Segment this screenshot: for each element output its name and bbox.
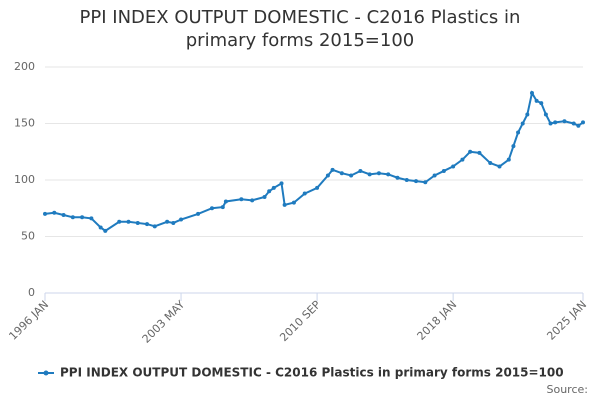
point	[52, 210, 57, 215]
point	[376, 171, 381, 176]
point	[571, 121, 576, 126]
point	[358, 168, 363, 173]
chart-title: PPI INDEX OUTPUT DOMESTIC - C2016 Plasti…	[80, 7, 521, 51]
point	[70, 215, 75, 220]
point	[525, 112, 530, 117]
point	[441, 168, 446, 173]
point	[223, 199, 228, 204]
point	[423, 180, 428, 185]
point	[165, 219, 170, 224]
point	[135, 220, 140, 225]
point	[576, 123, 581, 128]
point	[395, 175, 400, 180]
point	[239, 197, 244, 202]
point	[302, 191, 307, 196]
point	[209, 206, 214, 211]
y-tick-label: 0	[28, 286, 35, 299]
point	[349, 173, 354, 178]
point	[511, 144, 516, 149]
point	[529, 90, 534, 95]
point	[581, 120, 585, 125]
point	[291, 200, 296, 205]
point	[520, 121, 525, 126]
point	[80, 215, 85, 220]
point	[553, 120, 558, 125]
point	[61, 213, 66, 218]
point	[414, 179, 419, 184]
point	[477, 150, 482, 155]
point	[171, 220, 176, 225]
point	[279, 181, 284, 186]
point	[89, 216, 94, 221]
point	[325, 173, 330, 178]
point	[339, 171, 344, 176]
point	[497, 164, 502, 169]
point	[179, 217, 184, 222]
point	[539, 101, 544, 106]
x-tick-label: 2025 JAN	[544, 298, 589, 343]
line	[44, 90, 584, 233]
y-tick-label: 200	[14, 60, 35, 73]
legend-label: PPI INDEX OUTPUT DOMESTIC - C2016 Plasti…	[60, 366, 564, 380]
point	[267, 189, 272, 194]
point	[468, 149, 473, 154]
point	[330, 167, 335, 172]
point	[103, 228, 108, 233]
y-tick-label: 50	[21, 230, 35, 243]
point	[386, 172, 391, 177]
point	[282, 202, 287, 207]
point	[315, 185, 320, 190]
source: Source:	[547, 383, 589, 396]
point	[404, 178, 409, 182]
point	[432, 173, 437, 178]
point	[220, 205, 225, 210]
y-tick-label: 100	[14, 173, 35, 186]
point	[460, 157, 465, 162]
point	[152, 224, 157, 229]
point	[126, 219, 131, 224]
point	[271, 185, 276, 190]
point	[117, 219, 122, 224]
point	[534, 98, 539, 103]
point	[43, 211, 47, 216]
point	[548, 121, 553, 126]
point	[98, 225, 103, 230]
point	[543, 112, 548, 117]
point	[451, 164, 456, 169]
point	[562, 119, 567, 124]
point	[506, 157, 511, 162]
point	[516, 130, 521, 135]
point	[196, 211, 201, 216]
x-tick-label: 2018 JAN	[415, 298, 460, 343]
point	[250, 198, 255, 203]
y-tick-label: 150	[14, 117, 35, 130]
legend-marker	[43, 370, 49, 376]
point	[262, 194, 267, 199]
point	[367, 172, 372, 177]
x-tick-label: 2010 SEP	[277, 298, 323, 344]
x-tick-label: 2003 MAY	[140, 298, 188, 346]
point	[488, 161, 493, 166]
point	[145, 222, 150, 227]
x-tick-label: 1996 JAN	[6, 298, 51, 343]
